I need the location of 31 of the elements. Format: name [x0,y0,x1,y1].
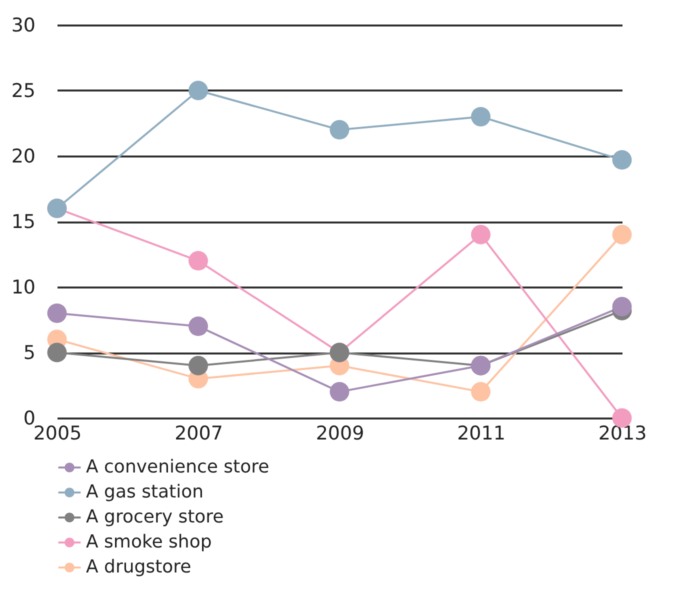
y-tick-label: 0 [23,408,36,430]
point [612,150,632,170]
point [471,224,490,244]
point [330,382,350,402]
point [188,251,208,271]
y-tick-label: 15 [11,211,36,233]
point [471,106,490,126]
x-tick-label: 2013 [598,422,647,444]
y-tick-label: 10 [11,276,36,298]
y-tick-label: 5 [23,342,36,364]
point [188,356,208,376]
legend-label: A grocery store [86,506,224,528]
x-tick-label: 2009 [316,422,364,444]
y-tick-label: 30 [11,14,36,36]
point [47,303,67,323]
y-tick-label: 20 [11,146,36,168]
point [612,296,632,316]
y-tick-label: 25 [11,80,36,102]
point [188,316,208,336]
legend-label: A convenience store [86,456,270,478]
x-tick-label: 2011 [457,422,506,444]
x-tick-label: 2007 [174,422,223,444]
point [188,80,208,100]
point [612,224,632,244]
legend-label: A smoke shop [86,532,212,552]
legend-label: A drugstore [86,556,192,578]
legend-label: A gas station [86,482,204,502]
point [471,382,490,402]
x-tick-label: 2005 [33,422,82,444]
point [47,342,67,362]
point [330,120,350,140]
